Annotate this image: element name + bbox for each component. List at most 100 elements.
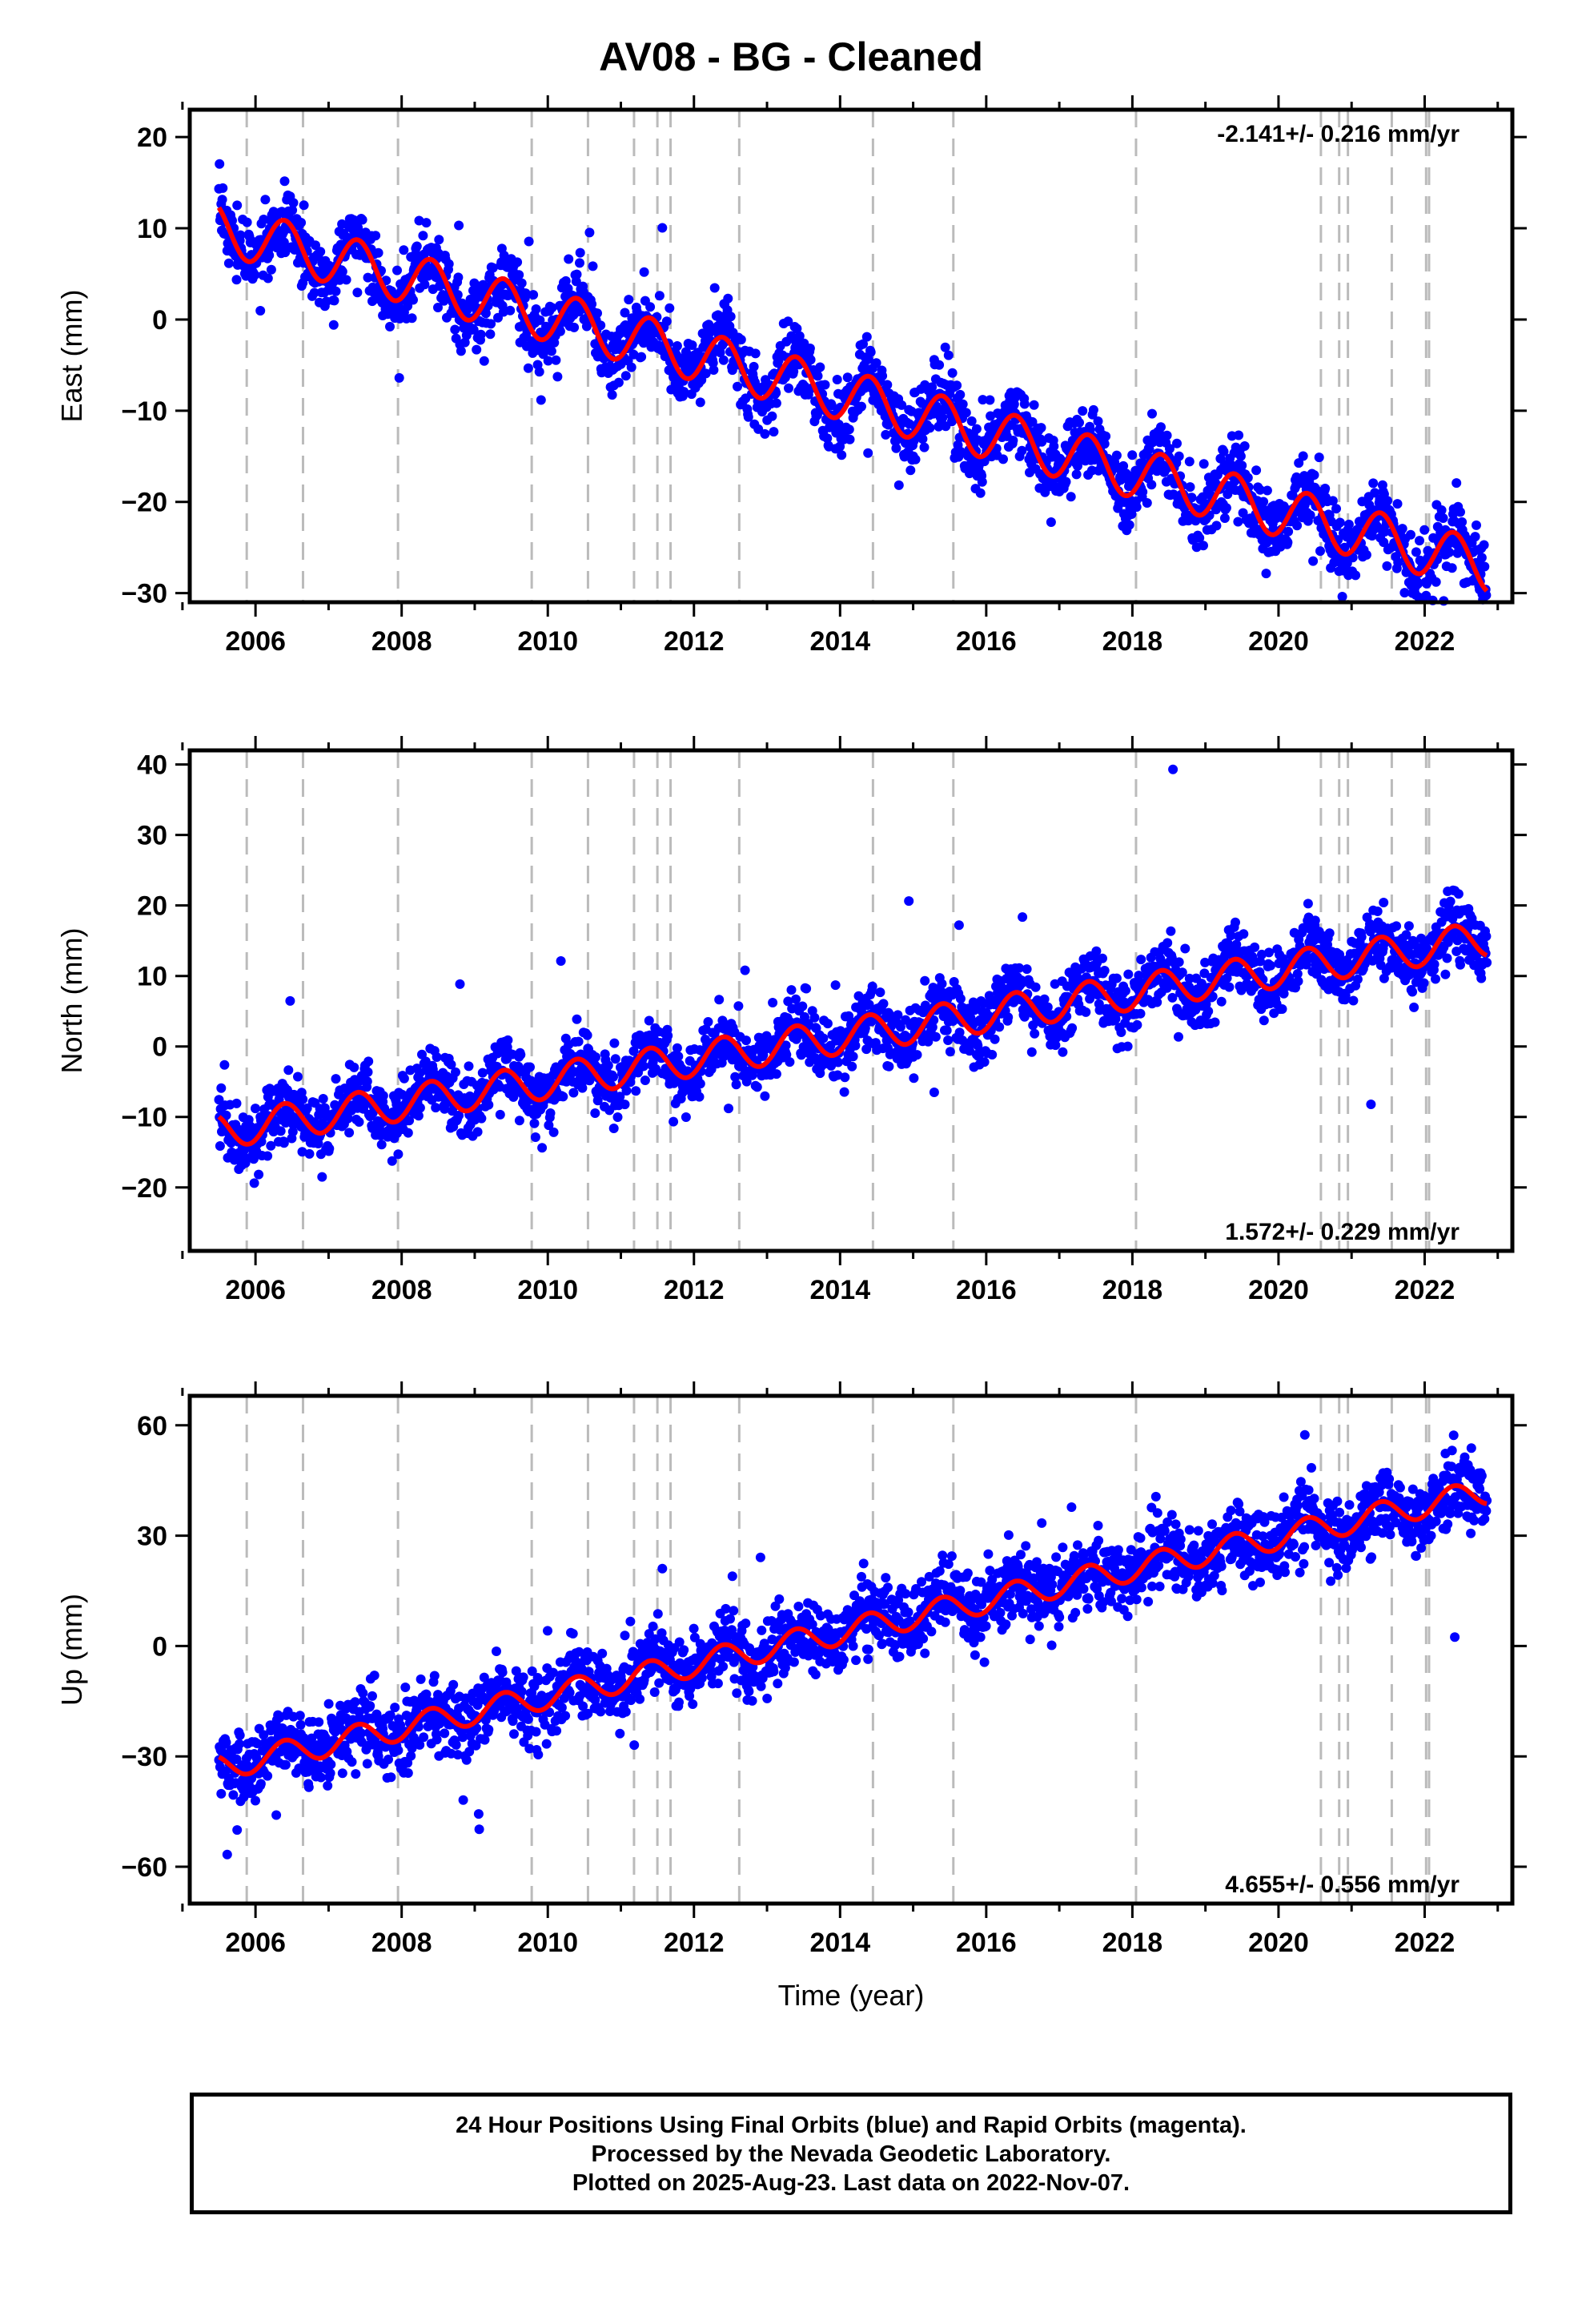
data-point bbox=[803, 1019, 813, 1029]
data-point bbox=[1162, 430, 1172, 440]
data-point bbox=[1447, 563, 1457, 573]
data-point bbox=[298, 1094, 308, 1104]
data-point bbox=[620, 371, 631, 381]
data-point bbox=[1203, 1006, 1214, 1016]
data-point bbox=[255, 1779, 266, 1789]
y-axis-title: North (mm) bbox=[55, 928, 88, 1074]
x-tick-label: 2018 bbox=[1102, 626, 1163, 657]
data-point bbox=[1162, 983, 1172, 993]
data-point bbox=[1361, 549, 1371, 560]
data-point bbox=[293, 1072, 303, 1082]
x-tick-label: 2022 bbox=[1395, 1275, 1456, 1305]
data-point bbox=[485, 329, 496, 340]
data-point bbox=[1239, 929, 1249, 939]
data-point bbox=[1101, 431, 1111, 441]
data-point bbox=[910, 454, 921, 464]
data-point bbox=[708, 358, 718, 368]
y-tick-label: −10 bbox=[121, 396, 167, 427]
data-point bbox=[287, 1127, 298, 1137]
data-point bbox=[626, 362, 636, 372]
data-point bbox=[1046, 517, 1056, 527]
data-point bbox=[929, 1015, 939, 1025]
data-point bbox=[930, 1031, 941, 1042]
data-point bbox=[865, 347, 876, 357]
data-point bbox=[1327, 496, 1338, 506]
data-point bbox=[893, 480, 904, 490]
data-point bbox=[1026, 1047, 1037, 1057]
data-point bbox=[530, 1132, 540, 1142]
data-point bbox=[1022, 964, 1032, 975]
data-point bbox=[302, 1103, 312, 1113]
data-point bbox=[749, 361, 759, 372]
scatter-points bbox=[214, 159, 1492, 606]
data-point bbox=[232, 200, 243, 211]
data-point bbox=[797, 1001, 808, 1011]
data-point bbox=[724, 1104, 733, 1114]
data-point bbox=[1085, 424, 1095, 435]
data-point bbox=[1136, 955, 1146, 965]
data-point bbox=[736, 335, 746, 345]
data-point bbox=[451, 1067, 460, 1077]
data-point bbox=[523, 363, 533, 373]
data-point bbox=[937, 979, 947, 989]
data-point bbox=[767, 411, 777, 421]
data-point bbox=[251, 1795, 260, 1806]
data-point bbox=[1174, 957, 1184, 967]
data-point bbox=[695, 397, 705, 408]
data-point bbox=[1138, 487, 1148, 497]
data-point bbox=[331, 286, 341, 296]
data-point bbox=[955, 447, 966, 456]
data-point bbox=[363, 272, 373, 283]
data-point bbox=[508, 1092, 519, 1102]
data-point bbox=[715, 348, 725, 358]
data-point bbox=[545, 1108, 556, 1118]
data-point bbox=[608, 1124, 619, 1133]
data-point bbox=[279, 176, 290, 187]
data-point bbox=[399, 1073, 409, 1084]
data-point bbox=[870, 1038, 881, 1048]
data-point bbox=[1207, 991, 1218, 1002]
data-point bbox=[324, 260, 335, 271]
data-point bbox=[1409, 1002, 1419, 1012]
y-tick-label: 30 bbox=[137, 821, 167, 851]
data-point bbox=[1036, 423, 1046, 433]
data-point bbox=[663, 1031, 673, 1041]
data-point bbox=[977, 476, 987, 487]
data-point bbox=[433, 303, 443, 312]
data-point bbox=[871, 358, 881, 368]
data-point bbox=[412, 241, 422, 251]
y-tick-label: 10 bbox=[137, 214, 167, 244]
data-point bbox=[1401, 930, 1411, 940]
data-point bbox=[564, 254, 574, 264]
data-point bbox=[558, 1092, 568, 1102]
data-point bbox=[1233, 517, 1243, 527]
data-point bbox=[420, 279, 430, 290]
x-tick-label: 2010 bbox=[517, 626, 578, 657]
data-point bbox=[783, 316, 793, 327]
data-point bbox=[955, 389, 966, 400]
data-point bbox=[495, 1109, 505, 1120]
data-point bbox=[820, 380, 830, 390]
data-point bbox=[1184, 456, 1195, 467]
data-point bbox=[1111, 973, 1122, 983]
data-point bbox=[1110, 1014, 1121, 1024]
data-point bbox=[328, 320, 339, 330]
data-point bbox=[730, 1072, 741, 1082]
data-point bbox=[575, 258, 584, 268]
data-point bbox=[240, 1158, 251, 1168]
data-point bbox=[385, 321, 395, 332]
data-point bbox=[285, 995, 295, 1006]
data-point bbox=[592, 308, 602, 319]
data-point bbox=[654, 291, 665, 301]
data-point bbox=[251, 1104, 260, 1114]
data-point bbox=[607, 390, 617, 400]
data-point bbox=[733, 1001, 744, 1011]
data-point bbox=[1382, 561, 1392, 571]
data-point bbox=[353, 223, 363, 233]
data-point bbox=[227, 215, 237, 226]
data-point bbox=[1174, 451, 1184, 461]
data-point bbox=[337, 267, 347, 277]
data-point bbox=[673, 1051, 684, 1062]
data-point bbox=[1074, 417, 1084, 428]
data-point bbox=[1223, 489, 1233, 500]
